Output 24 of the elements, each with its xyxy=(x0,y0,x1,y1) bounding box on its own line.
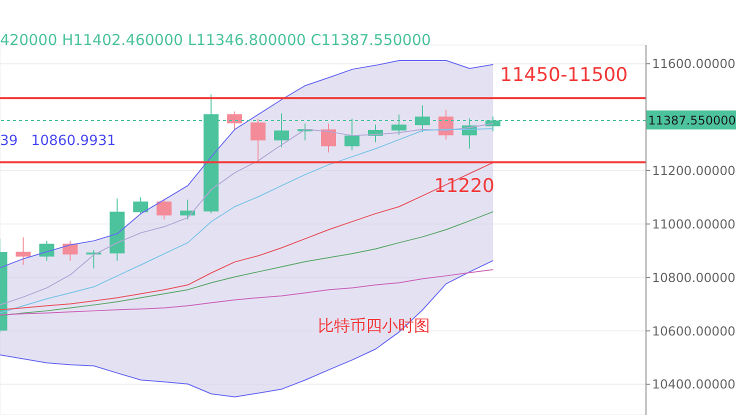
candlestick xyxy=(62,240,78,262)
line-series xyxy=(0,60,494,268)
line-series xyxy=(0,260,494,398)
candlestick xyxy=(227,111,242,130)
candlestick xyxy=(250,118,266,162)
candlestick xyxy=(156,198,172,220)
y-tick-label: 11600.00000 xyxy=(652,56,736,72)
y-tick-label: 11200.00000 xyxy=(652,162,736,178)
annotation: 420000 H11402.460000 L11346.800000 C11387.550000 xyxy=(0,31,431,49)
annotation: 39 10860.9931 xyxy=(0,133,116,149)
annotation: 11450-11500 xyxy=(500,64,628,86)
annotation: 11220 xyxy=(434,175,494,197)
candlestick xyxy=(180,199,196,220)
line-series xyxy=(0,269,494,316)
ref-line-label: 11387.550000 xyxy=(648,113,736,128)
y-tick-label: 10600.00000 xyxy=(652,323,736,338)
candlestick xyxy=(321,123,336,153)
y-tick-label: 10800.00000 xyxy=(652,270,736,285)
candlestick xyxy=(133,196,148,215)
y-tick-label: 11000.00000 xyxy=(652,216,736,232)
line-series xyxy=(0,211,494,316)
candlestick xyxy=(16,236,31,266)
y-tick-label: 10400.00000 xyxy=(652,376,736,392)
line-series xyxy=(0,162,494,310)
